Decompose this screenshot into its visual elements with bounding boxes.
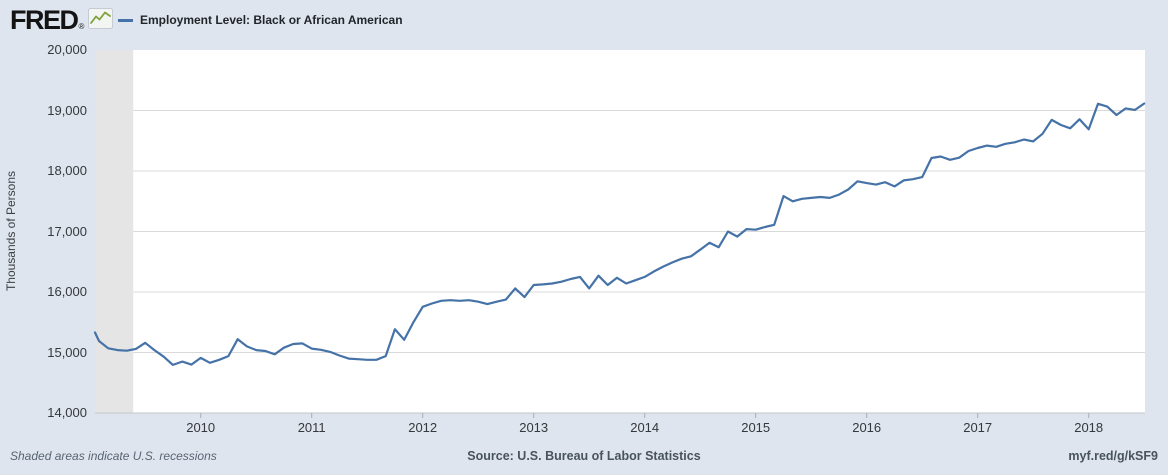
fred-logo-text: FRED <box>10 5 79 35</box>
y-tick-label: 16,000 <box>47 284 87 299</box>
x-tick-label: 2013 <box>519 420 549 435</box>
y-tick-label: 19,000 <box>47 102 87 118</box>
fred-logo[interactable]: FRED ® <box>10 5 114 35</box>
y-tick-label: 18,000 <box>47 163 87 178</box>
y-tick-label: 20,000 <box>47 42 87 57</box>
legend-series-label: Employment Level: Black or African Ameri… <box>140 13 403 27</box>
y-tick-label: 15,000 <box>47 344 87 360</box>
y-tick-label: 17,000 <box>47 223 87 239</box>
x-tick-label: 2018 <box>1074 420 1104 435</box>
legend-line-swatch <box>118 18 133 22</box>
data-line-employment-level[interactable] <box>93 102 1146 366</box>
line-chart-icon <box>88 8 114 34</box>
x-tick-label: 2017 <box>963 420 993 435</box>
x-tick-label: 2010 <box>186 420 216 435</box>
x-tick-label: 2015 <box>741 420 771 435</box>
x-tick-label: 2014 <box>630 420 660 435</box>
recession-band <box>95 50 134 413</box>
recession-note: Shaded areas indicate U.S. recessions <box>10 449 217 463</box>
y-tick-label: 14,000 <box>47 405 87 420</box>
x-tick-label: 2011 <box>297 420 326 435</box>
x-tick-label: 2012 <box>408 420 438 435</box>
header: FRED ® Employment Level: Black or Africa… <box>0 0 1168 42</box>
registered-trademark: ® <box>78 22 85 31</box>
chart-legend: Employment Level: Black or African Ameri… <box>118 13 403 27</box>
source-label: Source: U.S. Bureau of Labor Statistics <box>467 449 701 463</box>
fred-short-link[interactable]: myf.red/g/kSF9 <box>1068 449 1158 463</box>
x-tick-label: 2016 <box>852 420 882 435</box>
